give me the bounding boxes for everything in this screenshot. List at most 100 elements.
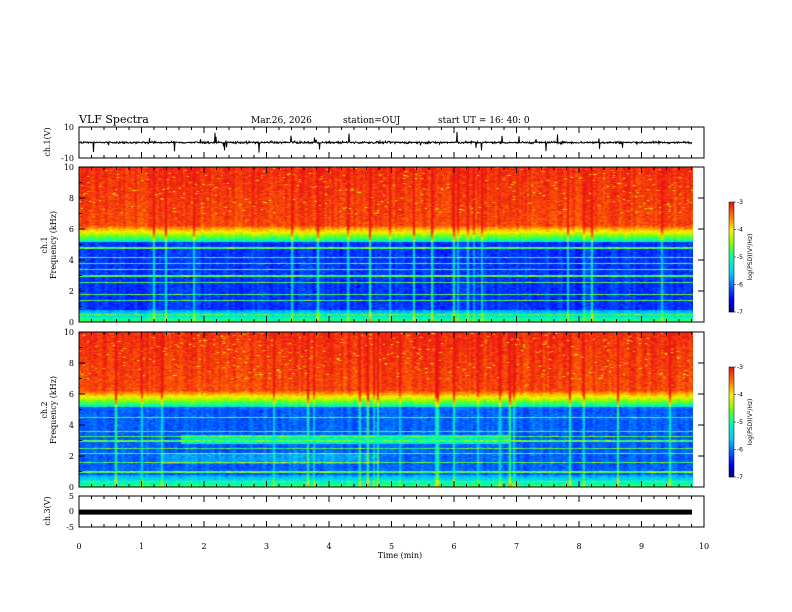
colorbar-swatch (729, 216, 734, 218)
colorbar-swatch (729, 287, 734, 289)
colorbar-swatch (729, 305, 734, 307)
colorbar-swatch (729, 269, 734, 271)
colorbar-swatch (729, 401, 734, 403)
colorbar-swatch (729, 229, 734, 231)
colorbar-swatch (729, 243, 734, 245)
colorbar-swatch (729, 408, 734, 410)
colorbar-swatch (729, 456, 734, 458)
colorbar-swatch (729, 261, 734, 263)
date-label: Mar.26, 2026 (251, 116, 312, 126)
colorbar-swatch (729, 429, 734, 431)
colorbar-swatch (729, 379, 734, 381)
colorbar-swatch (729, 449, 734, 451)
colorbar-swatch (729, 399, 734, 401)
colorbar-swatch (729, 425, 734, 427)
colorbar-swatch (729, 411, 734, 413)
colorbar-swatch (729, 280, 734, 282)
colorbar-swatch (729, 249, 734, 251)
colorbar-swatch (729, 276, 734, 278)
colorbar-tick-label: -3 (737, 364, 743, 371)
ch3-waveform-trace (79, 509, 692, 515)
colorbar-swatch (729, 246, 734, 248)
ytick-label: 4 (69, 256, 74, 265)
colorbar-swatch (729, 220, 734, 222)
colorbar-swatch (729, 474, 734, 476)
colorbar-swatch (729, 431, 734, 433)
colorbar-swatch (729, 255, 734, 257)
colorbar-swatch (729, 413, 734, 415)
colorbar-swatch (729, 462, 734, 464)
colorbar-swatch (729, 233, 734, 235)
colorbar-swatch (729, 388, 734, 390)
ch2-spectrogram-image (79, 332, 693, 487)
colorbar-swatch (729, 225, 734, 227)
xtick-label: 10 (699, 542, 709, 551)
colorbar-swatch (729, 271, 734, 273)
colorbar-swatch (729, 310, 734, 312)
colorbar-swatch (729, 426, 734, 428)
ytick-label: 0 (69, 483, 74, 492)
colorbar-swatch (729, 468, 734, 470)
colorbar-swatch (729, 376, 734, 378)
colorbar-swatch (729, 202, 734, 204)
colorbar-swatch (729, 432, 734, 434)
colorbar-swatch (729, 467, 734, 469)
colorbar-swatch (729, 248, 734, 250)
colorbar-swatch (729, 223, 734, 225)
colorbar-swatch (729, 311, 734, 313)
colorbar-swatch (729, 288, 734, 290)
colorbar-tick-label: -7 (737, 474, 743, 481)
ch1-colorbar: -3 -4 -5 -6 -7 log(PSD)(V²/Hz) (728, 199, 754, 316)
colorbar-swatch (729, 409, 734, 411)
ch1-spectrogram-ylabel-channel: ch.1 (40, 236, 49, 253)
colorbar-swatch (729, 282, 734, 284)
station-label: station=OUJ (343, 116, 401, 126)
colorbar-swatch (729, 278, 734, 280)
ch1-spectrogram-ylabel-frequency: Frequency (kHz) (49, 211, 58, 279)
colorbar-swatch (729, 259, 734, 261)
colorbar-swatch (729, 417, 734, 419)
colorbar-swatch (729, 405, 734, 407)
colorbar-swatch (729, 386, 734, 388)
ytick-label: 4 (69, 421, 74, 430)
colorbar-tick-label: -6 (737, 447, 743, 454)
xtick-label: 2 (201, 542, 206, 551)
ytick-label: 10 (64, 163, 74, 172)
ytick-label: 2 (69, 452, 74, 461)
colorbar-swatch (729, 289, 734, 291)
ytick-label: 8 (69, 194, 74, 203)
colorbar-swatch (729, 430, 734, 432)
colorbar-swatch (729, 435, 734, 437)
ch1-ytick-bottom: -10 (61, 154, 74, 163)
colorbar-swatch (729, 420, 734, 422)
colorbar-swatch (729, 226, 734, 228)
colorbar-swatch (729, 377, 734, 379)
colorbar-swatch (729, 406, 734, 408)
colorbar-tick-label: -5 (737, 254, 743, 261)
colorbar-swatch (729, 206, 734, 208)
colorbar-swatch (729, 254, 734, 256)
colorbar-swatch (729, 209, 734, 211)
colorbar-swatch (729, 267, 734, 269)
xtick-label: 1 (139, 542, 144, 551)
colorbar-swatch (729, 291, 734, 293)
colorbar-tick-label: -4 (737, 392, 743, 399)
colorbar-swatch (729, 277, 734, 279)
colorbar-swatch (729, 274, 734, 276)
colorbar-tick-label: -4 (737, 227, 743, 234)
colorbar-swatch (729, 434, 734, 436)
colorbar-swatch (729, 208, 734, 210)
colorbar-swatch (729, 214, 734, 216)
colorbar-swatch (729, 419, 734, 421)
colorbar-swatch (729, 469, 734, 471)
colorbar-swatch (729, 454, 734, 456)
colorbar-swatch (729, 453, 734, 455)
colorbar-swatch (729, 390, 734, 392)
colorbar-swatch (729, 211, 734, 213)
colorbar-swatch (729, 374, 734, 376)
colorbar-swatch (729, 215, 734, 217)
ch2-colorbar: -3 -4 -5 -6 -7 log(PSD)(V²/Hz) (728, 364, 754, 481)
colorbar-swatch (729, 256, 734, 258)
colorbar-swatch (729, 380, 734, 382)
